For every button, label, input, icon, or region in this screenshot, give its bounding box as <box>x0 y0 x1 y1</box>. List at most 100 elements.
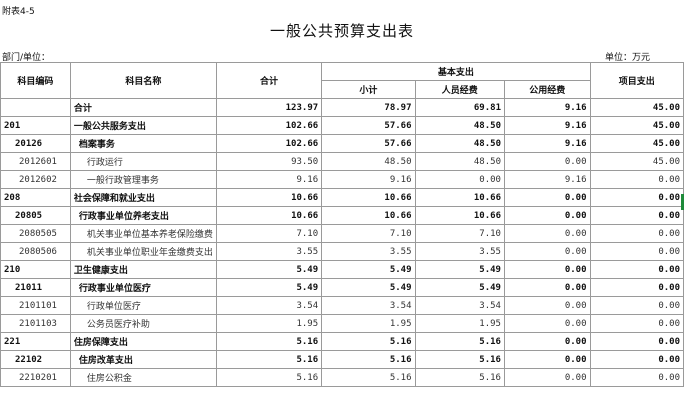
cell-public[interactable]: 0.00 <box>504 368 591 387</box>
cell-personnel[interactable]: 5.16 <box>415 368 505 387</box>
cell-total[interactable]: 102.66 <box>216 116 323 135</box>
cell-code[interactable]: 22102 <box>0 350 71 369</box>
cell-public[interactable]: 0.00 <box>504 278 591 297</box>
cell-code[interactable]: 2080505 <box>0 224 71 243</box>
cell-total[interactable]: 3.54 <box>216 296 323 315</box>
cell-subtotal[interactable]: 3.55 <box>321 242 416 261</box>
cell-name[interactable]: 机关事业单位职业年金缴费支出 <box>70 242 217 261</box>
cell-code[interactable]: 2101101 <box>0 296 71 315</box>
cell-subtotal[interactable]: 7.10 <box>321 224 416 243</box>
cell-personnel[interactable]: 48.50 <box>415 116 505 135</box>
cell-code[interactable]: 21011 <box>0 278 71 297</box>
cell-personnel[interactable]: 48.50 <box>415 152 505 171</box>
cell-project[interactable]: 0.00 <box>590 224 684 243</box>
cell-public[interactable]: 9.16 <box>504 170 591 189</box>
cell-name[interactable]: 社会保障和就业支出 <box>70 188 217 207</box>
cell-subtotal[interactable]: 9.16 <box>321 170 416 189</box>
header-subtotal[interactable]: 小计 <box>321 80 416 99</box>
cell-name[interactable]: 卫生健康支出 <box>70 260 217 279</box>
cell-personnel[interactable]: 5.16 <box>415 332 505 351</box>
cell-public[interactable]: 0.00 <box>504 260 591 279</box>
cell-code[interactable]: 2080506 <box>0 242 71 261</box>
cell-project[interactable]: 45.00 <box>590 134 684 153</box>
cell-public[interactable]: 0.00 <box>504 314 591 333</box>
cell-total[interactable]: 1.95 <box>216 314 323 333</box>
cell-subtotal[interactable]: 5.16 <box>321 350 416 369</box>
cell-name[interactable]: 住房改革支出 <box>70 350 217 369</box>
cell-project[interactable]: 0.00 <box>590 350 684 369</box>
cell-personnel[interactable]: 3.55 <box>415 242 505 261</box>
cell-project[interactable]: 0.00 <box>590 188 684 207</box>
cell-public[interactable]: 0.00 <box>504 350 591 369</box>
cell-total[interactable]: 3.55 <box>216 242 323 261</box>
cell-subtotal[interactable]: 10.66 <box>321 206 416 225</box>
cell-project[interactable]: 0.00 <box>590 260 684 279</box>
cell-code[interactable]: 210 <box>0 260 71 279</box>
cell-total[interactable]: 5.49 <box>216 260 323 279</box>
header-name[interactable]: 科目名称 <box>70 62 217 99</box>
cell-personnel[interactable]: 5.16 <box>415 350 505 369</box>
cell-subtotal[interactable]: 5.49 <box>321 260 416 279</box>
cell-personnel[interactable]: 48.50 <box>415 134 505 153</box>
cell-personnel[interactable]: 1.95 <box>415 314 505 333</box>
cell-public[interactable]: 0.00 <box>504 206 591 225</box>
cell-subtotal[interactable]: 48.50 <box>321 152 416 171</box>
cell-personnel[interactable]: 7.10 <box>415 224 505 243</box>
cell-total[interactable]: 5.16 <box>216 332 323 351</box>
cell-project[interactable]: 0.00 <box>590 314 684 333</box>
header-personnel[interactable]: 人员经费 <box>415 80 505 99</box>
cell-code[interactable]: 2210201 <box>0 368 71 387</box>
cell-personnel[interactable]: 10.66 <box>415 206 505 225</box>
cell-project[interactable]: 45.00 <box>590 116 684 135</box>
cell-name[interactable]: 行政运行 <box>70 152 217 171</box>
header-code[interactable]: 科目编码 <box>0 62 71 99</box>
cell-total[interactable]: 123.97 <box>216 98 323 117</box>
header-project[interactable]: 项目支出 <box>590 62 684 99</box>
cell-project[interactable]: 0.00 <box>590 278 684 297</box>
cell-subtotal[interactable]: 5.16 <box>321 368 416 387</box>
cell-subtotal[interactable]: 10.66 <box>321 188 416 207</box>
cell-name[interactable]: 合计 <box>70 98 217 117</box>
cell-subtotal[interactable]: 1.95 <box>321 314 416 333</box>
cell-project[interactable]: 0.00 <box>590 242 684 261</box>
cell-public[interactable]: 0.00 <box>504 332 591 351</box>
cell-public[interactable]: 0.00 <box>504 242 591 261</box>
cell-total[interactable]: 5.16 <box>216 368 323 387</box>
cell-subtotal[interactable]: 5.16 <box>321 332 416 351</box>
cell-public[interactable]: 9.16 <box>504 98 591 117</box>
cell-subtotal[interactable]: 5.49 <box>321 278 416 297</box>
cell-project[interactable]: 45.00 <box>590 98 684 117</box>
cell-name[interactable]: 一般公共服务支出 <box>70 116 217 135</box>
cell-code[interactable]: 221 <box>0 332 71 351</box>
cell-code[interactable]: 208 <box>0 188 71 207</box>
header-basic[interactable]: 基本支出 <box>321 62 591 81</box>
cell-project[interactable]: 0.00 <box>590 170 684 189</box>
cell-personnel[interactable]: 5.49 <box>415 260 505 279</box>
cell-name[interactable]: 一般行政管理事务 <box>70 170 217 189</box>
cell-public[interactable]: 0.00 <box>504 152 591 171</box>
cell-project[interactable]: 0.00 <box>590 368 684 387</box>
cell-name[interactable]: 行政事业单位医疗 <box>70 278 217 297</box>
cell-personnel[interactable]: 5.49 <box>415 278 505 297</box>
cell-personnel[interactable]: 69.81 <box>415 98 505 117</box>
cell-public[interactable]: 0.00 <box>504 224 591 243</box>
cell-public[interactable]: 9.16 <box>504 134 591 153</box>
cell-total[interactable]: 93.50 <box>216 152 323 171</box>
cell-name[interactable]: 公务员医疗补助 <box>70 314 217 333</box>
cell-name[interactable]: 住房公积金 <box>70 368 217 387</box>
cell-personnel[interactable]: 10.66 <box>415 188 505 207</box>
header-public[interactable]: 公用经费 <box>504 80 591 99</box>
cell-public[interactable]: 0.00 <box>504 296 591 315</box>
cell-total[interactable]: 7.10 <box>216 224 323 243</box>
cell-subtotal[interactable]: 57.66 <box>321 116 416 135</box>
cell-code[interactable]: 20805 <box>0 206 71 225</box>
cell-name[interactable]: 行政单位医疗 <box>70 296 217 315</box>
cell-total[interactable]: 5.16 <box>216 350 323 369</box>
cell-code[interactable]: 2012602 <box>0 170 71 189</box>
cell-subtotal[interactable]: 3.54 <box>321 296 416 315</box>
cell-total[interactable]: 102.66 <box>216 134 323 153</box>
cell-code[interactable]: 2012601 <box>0 152 71 171</box>
header-total[interactable]: 合计 <box>216 62 323 99</box>
cell-code[interactable]: 201 <box>0 116 71 135</box>
cell-personnel[interactable]: 3.54 <box>415 296 505 315</box>
